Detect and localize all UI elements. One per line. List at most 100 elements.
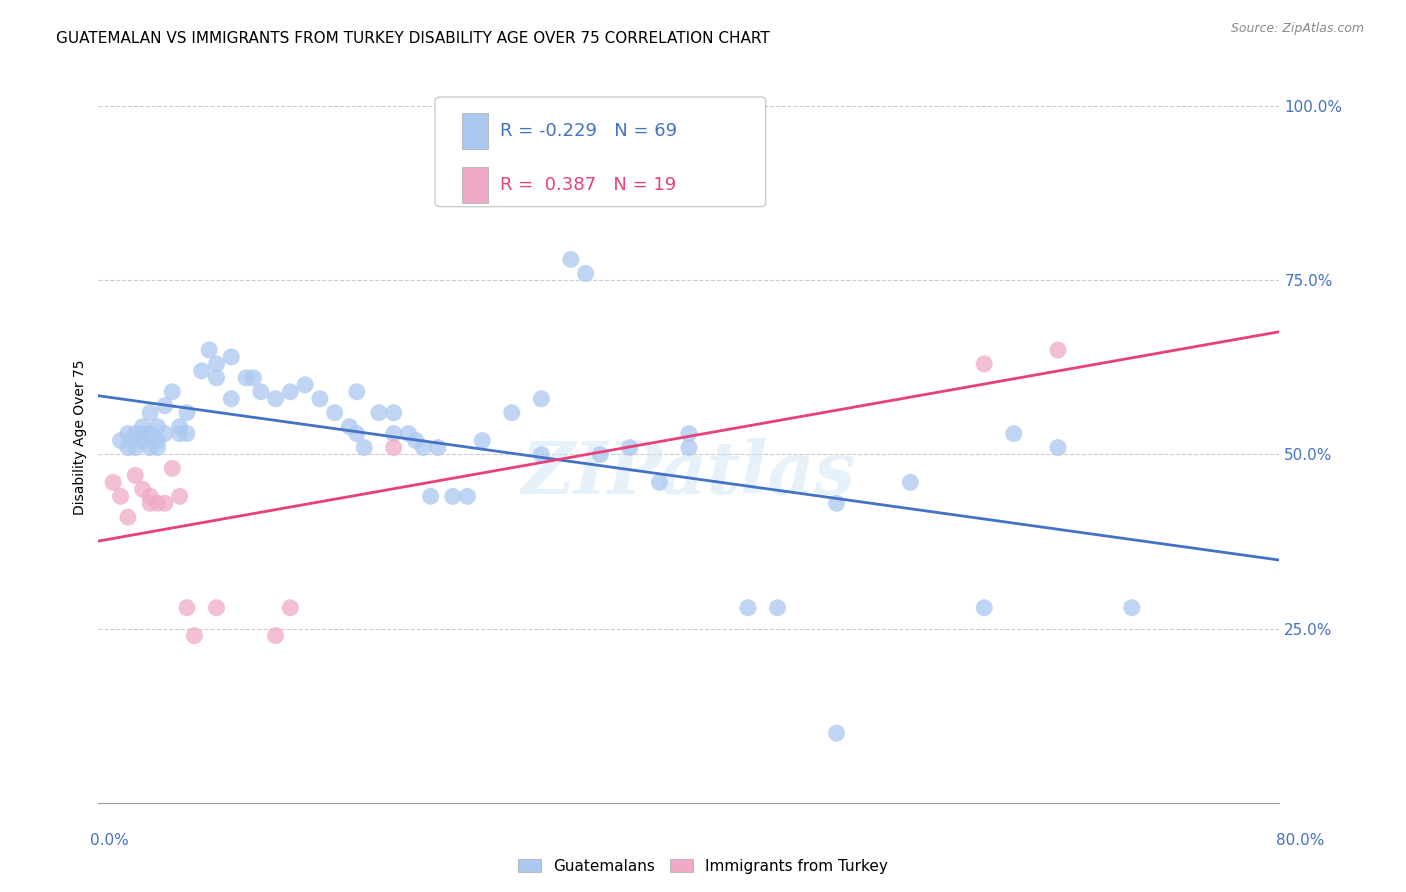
Point xyxy=(648,475,671,490)
Point xyxy=(132,483,155,497)
Legend: Guatemalans, Immigrants from Turkey: Guatemalans, Immigrants from Turkey xyxy=(512,853,894,880)
Point xyxy=(900,475,922,490)
Point xyxy=(382,441,405,455)
Point xyxy=(825,496,848,510)
Point xyxy=(139,406,162,420)
Text: 0.0%: 0.0% xyxy=(90,833,129,847)
Point xyxy=(280,384,302,399)
Point xyxy=(132,419,155,434)
Point xyxy=(398,426,420,441)
Text: 80.0%: 80.0% xyxy=(1277,833,1324,847)
Point xyxy=(110,489,132,503)
Point xyxy=(153,496,176,510)
Text: GUATEMALAN VS IMMIGRANTS FROM TURKEY DISABILITY AGE OVER 75 CORRELATION CHART: GUATEMALAN VS IMMIGRANTS FROM TURKEY DIS… xyxy=(56,31,770,46)
Point xyxy=(124,468,146,483)
Point xyxy=(117,510,139,524)
Point xyxy=(146,419,169,434)
Point xyxy=(139,489,162,503)
Point xyxy=(205,600,228,615)
Point xyxy=(1002,426,1025,441)
FancyBboxPatch shape xyxy=(463,113,488,150)
Point xyxy=(139,496,162,510)
Point xyxy=(441,489,464,503)
Point xyxy=(183,629,205,643)
Point xyxy=(280,600,302,615)
Point xyxy=(294,377,316,392)
Point xyxy=(103,475,125,490)
Point xyxy=(169,426,191,441)
Point xyxy=(146,496,169,510)
Point xyxy=(419,489,441,503)
Point xyxy=(169,419,191,434)
Point xyxy=(132,434,155,448)
Point xyxy=(766,600,789,615)
Point xyxy=(530,448,553,462)
Point xyxy=(250,384,273,399)
Point xyxy=(412,441,434,455)
Point xyxy=(205,371,228,385)
Point xyxy=(221,392,243,406)
Point xyxy=(176,426,198,441)
Point xyxy=(117,441,139,455)
Point xyxy=(176,406,198,420)
Point xyxy=(146,441,169,455)
FancyBboxPatch shape xyxy=(434,97,766,207)
Point xyxy=(353,441,375,455)
Point xyxy=(973,357,995,371)
Point xyxy=(264,629,287,643)
Point xyxy=(678,426,700,441)
Point xyxy=(132,426,155,441)
Point xyxy=(162,384,183,399)
Point xyxy=(382,426,405,441)
Point xyxy=(242,371,264,385)
Point xyxy=(1047,343,1070,357)
Point xyxy=(205,357,228,371)
Point xyxy=(457,489,479,503)
Point xyxy=(153,399,176,413)
Point xyxy=(1121,600,1143,615)
Point xyxy=(589,448,612,462)
Point xyxy=(339,419,361,434)
Point xyxy=(264,392,287,406)
Point xyxy=(346,384,368,399)
Point xyxy=(110,434,132,448)
Point xyxy=(560,252,582,267)
Point xyxy=(117,426,139,441)
Text: Source: ZipAtlas.com: Source: ZipAtlas.com xyxy=(1230,22,1364,36)
Y-axis label: Disability Age Over 75: Disability Age Over 75 xyxy=(73,359,87,515)
Point xyxy=(427,441,450,455)
Point xyxy=(346,426,368,441)
Point xyxy=(619,441,641,455)
Point xyxy=(501,406,523,420)
Point xyxy=(575,266,598,280)
Point xyxy=(235,371,257,385)
Point xyxy=(737,600,759,615)
Point xyxy=(405,434,427,448)
Point xyxy=(191,364,214,378)
Text: R =  0.387   N = 19: R = 0.387 N = 19 xyxy=(501,176,676,194)
Point xyxy=(1047,441,1070,455)
Point xyxy=(146,434,169,448)
Point xyxy=(973,600,995,615)
Text: R = -0.229   N = 69: R = -0.229 N = 69 xyxy=(501,122,678,140)
Point xyxy=(162,461,183,475)
Point xyxy=(153,426,176,441)
Point xyxy=(139,426,162,441)
Point xyxy=(382,406,405,420)
Point xyxy=(221,350,243,364)
Point xyxy=(198,343,221,357)
FancyBboxPatch shape xyxy=(463,167,488,202)
Point xyxy=(825,726,848,740)
Point xyxy=(139,441,162,455)
Point xyxy=(124,441,146,455)
Point xyxy=(176,600,198,615)
Point xyxy=(309,392,332,406)
Point xyxy=(323,406,346,420)
Point xyxy=(530,392,553,406)
Point xyxy=(124,426,146,441)
Point xyxy=(471,434,494,448)
Point xyxy=(678,441,700,455)
Point xyxy=(169,489,191,503)
Text: ZIPatlas: ZIPatlas xyxy=(522,438,856,509)
Point xyxy=(368,406,391,420)
